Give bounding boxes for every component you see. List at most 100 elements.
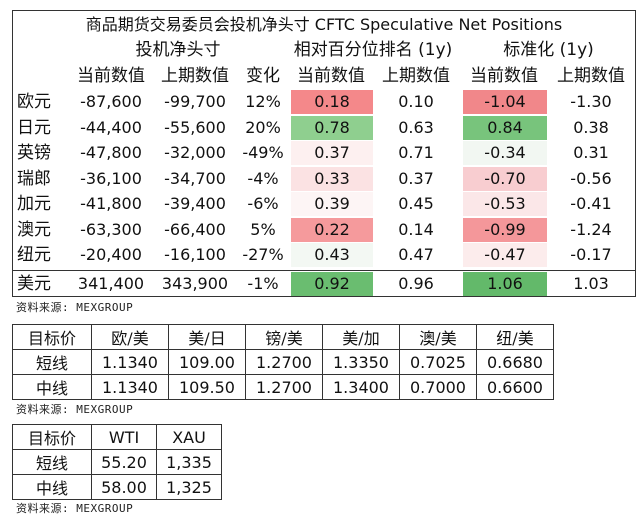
header-cell: 目标价	[12, 324, 92, 350]
table-row: 中线 58.00 1,325	[12, 474, 222, 500]
net-previous: -34,700	[164, 168, 226, 188]
target-value: 109.00	[168, 349, 246, 375]
col-header-cur: 当前数值	[77, 66, 145, 86]
header-cell: 纽/美	[476, 324, 554, 350]
table-row: 短线 1.1340 109.00 1.2700 1.3350 0.7025 0.…	[12, 349, 554, 375]
net-previous: -66,400	[164, 219, 226, 239]
net-previous: -99,700	[164, 92, 226, 111]
col-header-std-prev: 上期数值	[557, 66, 625, 86]
currency-label: 加元	[17, 194, 51, 214]
header-cell: 美/加	[322, 324, 400, 350]
table-row: 短线 55.20 1,335	[12, 449, 222, 475]
pct-current: 0.39	[291, 192, 373, 216]
header-cell: 欧/美	[91, 324, 169, 350]
net-previous: -32,000	[164, 143, 226, 162]
target-value: 55.20	[91, 449, 157, 475]
net-current: -47,800	[80, 143, 142, 162]
row-label: 短线	[12, 449, 92, 475]
source-note-fx: 资料来源: MEXGROUP	[16, 403, 134, 416]
row-label: 短线	[12, 349, 92, 375]
table-title: 商品期货交易委员会投机净头寸 CFTC Speculative Net Posi…	[85, 15, 563, 34]
col-header-pct-cur: 当前数值	[297, 66, 365, 86]
std-current: -0.47	[463, 243, 547, 267]
net-previous: 343,900	[161, 273, 229, 293]
net-previous: -39,400	[164, 194, 226, 213]
std-previous: 0.38	[573, 117, 609, 137]
target-value: 109.50	[168, 374, 246, 400]
target-value: 1.3350	[322, 349, 400, 375]
target-value: 1.1340	[91, 349, 169, 375]
pct-previous: 0.37	[398, 168, 434, 188]
table-row: 中线 1.1340 109.50 1.2700 1.3400 0.7000 0.…	[12, 374, 554, 400]
currency-label: 纽元	[17, 245, 51, 265]
net-current: -41,800	[80, 194, 142, 213]
col-header-pct-prev: 上期数值	[382, 66, 450, 86]
pct-current: 0.37	[291, 141, 373, 165]
net-current: 341,400	[77, 273, 145, 293]
group-net-positions: 投机净头寸	[135, 40, 221, 60]
net-change: 12%	[245, 92, 281, 111]
fx-target-table: 目标价 欧/美 美/日 镑/美 美/加 澳/美 纽/美 短线 1.1340 10…	[12, 324, 554, 400]
source-note-commodity: 资料来源: MEXGROUP	[16, 502, 134, 515]
std-current: -0.34	[463, 141, 547, 165]
net-change: 5%	[250, 219, 276, 239]
header-cell: WTI	[91, 424, 157, 450]
table-row: 目标价 欧/美 美/日 镑/美 美/加 澳/美 纽/美	[12, 324, 554, 350]
commodity-target-table: 目标价 WTI XAU 短线 55.20 1,335 中线 58.00 1,32…	[12, 424, 222, 500]
net-previous: -55,600	[164, 117, 226, 137]
usd-divider	[13, 270, 635, 271]
net-current: -20,400	[80, 245, 142, 264]
target-value: 0.6680	[476, 349, 554, 375]
pct-current: 0.43	[291, 243, 373, 267]
target-value: 1,335	[156, 449, 222, 475]
target-value: 1.3400	[322, 374, 400, 400]
std-previous: -1.24	[570, 219, 612, 239]
pct-current: 0.18	[291, 90, 373, 114]
std-previous: 0.31	[573, 143, 609, 162]
pct-current: 0.33	[291, 166, 373, 191]
pct-previous: 0.63	[398, 117, 434, 137]
currency-label: 瑞郎	[17, 168, 51, 189]
net-change: -4%	[247, 168, 279, 188]
std-previous: -0.41	[570, 194, 612, 213]
header-cell: XAU	[156, 424, 222, 450]
header-cell: 镑/美	[245, 324, 323, 350]
std-current: -0.99	[463, 217, 547, 242]
row-label: 中线	[12, 474, 92, 500]
table-row: 目标价 WTI XAU	[12, 424, 222, 450]
pct-current: 0.22	[291, 217, 373, 242]
col-header-change: 变化	[246, 66, 280, 86]
net-current: -63,300	[80, 219, 142, 239]
col-header-std-cur: 当前数值	[470, 66, 538, 86]
header-cell: 美/日	[168, 324, 246, 350]
currency-label: 日元	[17, 117, 51, 138]
net-change: 20%	[245, 117, 281, 137]
pct-previous: 0.71	[398, 143, 434, 162]
net-change: -49%	[242, 143, 284, 162]
currency-label: 美元	[17, 273, 51, 294]
cftc-table: 商品期货交易委员会投机净头寸 CFTC Speculative Net Posi…	[12, 10, 636, 297]
row-label: 中线	[12, 374, 92, 400]
std-previous: -0.56	[570, 168, 612, 188]
net-change: -27%	[242, 245, 284, 264]
target-value: 1.2700	[245, 349, 323, 375]
source-note-cftc: 资料来源: MEXGROUP	[16, 301, 134, 314]
target-value: 58.00	[91, 474, 157, 500]
net-change: -6%	[247, 194, 279, 213]
target-value: 0.7000	[399, 374, 477, 400]
pct-previous: 0.47	[398, 245, 434, 264]
target-value: 0.6600	[476, 374, 554, 400]
std-previous: -0.17	[570, 245, 612, 264]
target-value: 1.2700	[245, 374, 323, 400]
net-current: -87,600	[80, 92, 142, 111]
pct-previous: 0.45	[398, 194, 434, 213]
header-cell: 目标价	[12, 424, 92, 450]
header-cell: 澳/美	[399, 324, 477, 350]
net-current: -36,100	[80, 168, 142, 188]
pct-current: 0.92	[291, 271, 373, 296]
target-value: 1.1340	[91, 374, 169, 400]
pct-current: 0.78	[291, 115, 373, 140]
currency-label: 英镑	[17, 143, 51, 163]
pct-previous: 0.14	[398, 219, 434, 239]
std-previous: 1.03	[573, 273, 609, 293]
